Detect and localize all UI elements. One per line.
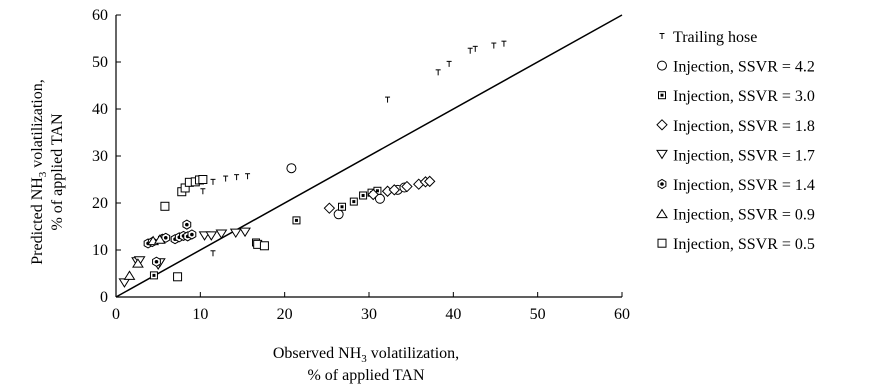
x-axis-title-line2: % of applied TAN	[307, 367, 425, 384]
point-series-2	[333, 209, 344, 220]
point-series-4	[388, 184, 401, 196]
point-series-6	[187, 229, 197, 240]
x-tick-label: 60	[614, 306, 630, 323]
x-tick-label: 50	[530, 306, 546, 323]
point-series-8	[160, 201, 170, 211]
point-series-1	[210, 250, 216, 257]
point-series-1	[223, 175, 229, 182]
legend-label-4: Injection, SSVR = 1.8	[673, 118, 815, 135]
y-axis-title-pre: Predicted NH	[29, 177, 46, 265]
y-axis-title-post: volatilization,	[29, 79, 46, 171]
y-tick-label: 0	[100, 289, 108, 306]
y-tick-label: 40	[92, 101, 108, 118]
point-series-5	[239, 227, 251, 238]
legend-marker-1	[659, 33, 665, 39]
point-series-4	[367, 188, 379, 201]
point-series-1	[234, 174, 240, 181]
x-tick-label: 10	[192, 306, 208, 323]
axes: 0 10 20 30 40 50 60 0 10 20 30 40 50 60	[92, 7, 630, 323]
point-series-1	[245, 173, 251, 180]
x-tick-label: 0	[112, 306, 120, 323]
x-tick-label: 40	[445, 306, 461, 323]
legend-label-1: Trailing hose	[673, 29, 757, 46]
point-series-1	[435, 69, 441, 76]
point-series-3	[349, 197, 358, 206]
y-axis-title-sub: 3	[37, 171, 49, 177]
y-axis-title-line2: % of applied TAN	[49, 113, 66, 231]
point-series-5	[229, 228, 242, 239]
point-series-1	[472, 45, 478, 52]
point-series-5	[205, 231, 218, 241]
legend-marker-7	[656, 208, 668, 219]
y-tick-label: 10	[92, 242, 108, 259]
legend-marker-2	[657, 60, 667, 71]
x-tick-label: 30	[361, 306, 377, 323]
x-axis-title-post: volatilization,	[367, 345, 459, 362]
point-series-1	[385, 96, 391, 103]
y-axis-title-line1: Predicted NH3 volatilization,	[29, 79, 49, 264]
point-series-8	[198, 175, 208, 184]
x-axis-title-line1: Observed NH3 volatilization,	[273, 345, 459, 365]
legend-label-3: Injection, SSVR = 3.0	[673, 88, 815, 105]
point-series-3	[359, 191, 368, 200]
point-series-2	[286, 163, 297, 174]
legend-marker-4	[656, 119, 668, 131]
point-series-5	[118, 278, 131, 288]
point-series-1	[446, 60, 452, 67]
legend-label-2: Injection, SSVR = 4.2	[673, 59, 815, 76]
legend-label-5: Injection, SSVR = 1.7	[673, 147, 815, 164]
point-series-4	[323, 202, 336, 214]
point-series-8	[173, 272, 183, 282]
legend-label-6: Injection, SSVR = 1.4	[673, 177, 815, 194]
legend-marker-5	[656, 149, 668, 160]
legend-label-7: Injection, SSVR = 0.9	[673, 207, 815, 224]
point-series-1	[200, 188, 206, 195]
point-series-7	[132, 258, 144, 268]
point-series-4	[401, 180, 413, 193]
point-series-7	[123, 270, 136, 280]
legend: Trailing hose Injection, SSVR = 4.2 Inject…	[656, 29, 815, 253]
y-tick-label: 60	[92, 7, 108, 24]
y-tick-label: 30	[92, 148, 108, 165]
legend-marker-6	[657, 178, 667, 190]
legend-label-8: Injection, SSVR = 0.5	[673, 236, 815, 253]
point-series-3	[149, 271, 158, 280]
x-axis-title-pre: Observed NH	[273, 345, 362, 362]
point-series-1	[491, 42, 497, 49]
point-series-6	[152, 256, 161, 267]
legend-marker-8	[657, 238, 667, 248]
legend-marker-3	[658, 91, 666, 100]
point-series-7	[153, 234, 166, 244]
point-series-6	[161, 232, 171, 243]
point-series-5	[215, 229, 228, 239]
y-tick-label: 50	[92, 54, 108, 71]
x-tick-label: 20	[277, 306, 293, 323]
point-series-4	[424, 175, 436, 188]
point-series-6	[182, 219, 192, 230]
point-series-1	[210, 178, 216, 185]
y-tick-label: 20	[92, 195, 108, 212]
point-series-8	[259, 241, 269, 251]
point-series-1	[501, 40, 507, 47]
data-points	[118, 40, 507, 288]
point-series-3	[292, 216, 301, 225]
reference-line-group	[115, 14, 623, 298]
point-series-1	[467, 47, 473, 54]
point-series-3	[338, 202, 347, 211]
one-to-one-line	[115, 14, 623, 298]
x-axis-title-sub: 3	[361, 353, 367, 365]
